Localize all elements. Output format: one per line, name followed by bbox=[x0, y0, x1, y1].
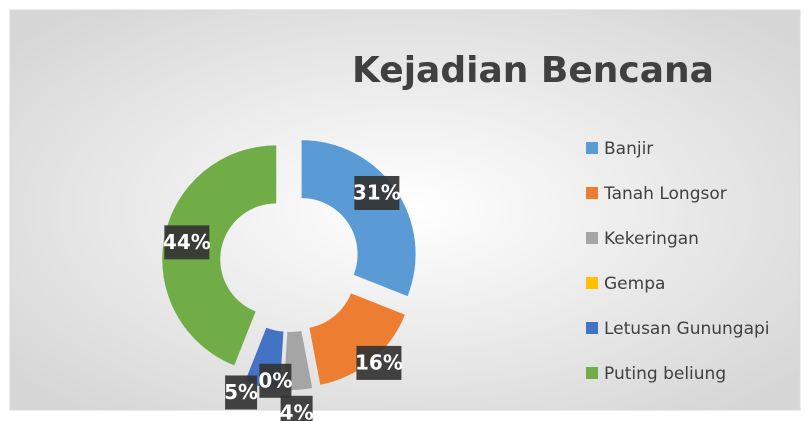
data-label: 31% bbox=[353, 180, 401, 204]
data-label-box bbox=[259, 363, 292, 398]
legend-swatch bbox=[586, 142, 598, 154]
legend-label: Gempa bbox=[604, 274, 665, 294]
donut-slice bbox=[309, 293, 405, 385]
legend-swatch bbox=[586, 322, 598, 334]
legend-label: Puting beliung bbox=[604, 364, 726, 384]
legend-swatch bbox=[586, 277, 598, 289]
data-label-box bbox=[354, 175, 400, 210]
legend-label: Letusan Gunungapi bbox=[604, 319, 770, 339]
legend-swatch bbox=[586, 367, 598, 379]
data-label-box bbox=[280, 395, 313, 421]
data-label-box bbox=[225, 375, 258, 410]
legend-swatch bbox=[586, 232, 598, 244]
legend-label: Kekeringan bbox=[604, 229, 699, 249]
legend-label: Tanah Longsor bbox=[603, 184, 727, 204]
data-label: 5% bbox=[224, 380, 258, 404]
chart-title: Kejadian Bencana bbox=[352, 50, 714, 91]
legend-swatch bbox=[586, 187, 598, 199]
data-label-box bbox=[164, 225, 210, 260]
legend-label: Banjir bbox=[604, 139, 653, 159]
data-label: 44% bbox=[163, 230, 211, 254]
data-label: 0% bbox=[258, 368, 292, 392]
data-label: 16% bbox=[355, 350, 403, 374]
data-label: 4% bbox=[280, 400, 314, 421]
donut-slice bbox=[162, 145, 277, 366]
data-label-box bbox=[356, 345, 402, 380]
